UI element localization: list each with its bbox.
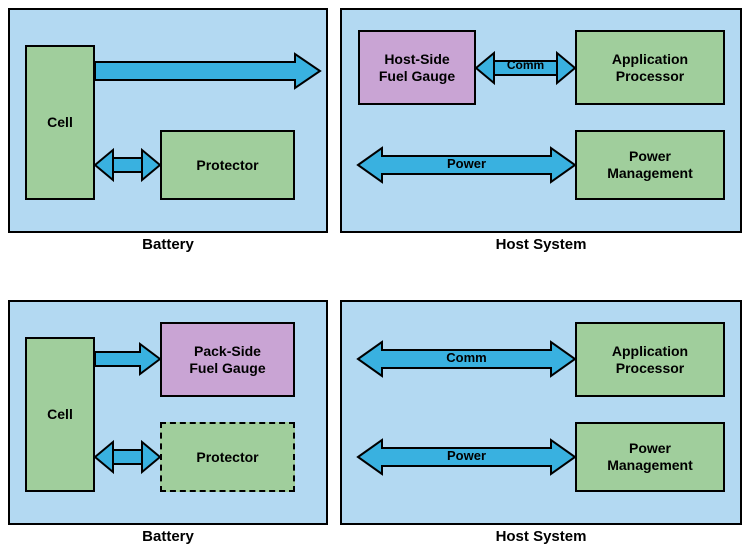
bot-cell-text: Cell <box>47 406 73 423</box>
top-powermgmt-text: Power Management <box>607 148 693 182</box>
bot-fuelgauge-text: Pack-Side Fuel Gauge <box>189 343 265 377</box>
bot-comm-arrow <box>358 342 575 376</box>
bot-protector-text: Protector <box>196 449 258 466</box>
bot-host-label: Host System <box>340 528 742 545</box>
top-cell-protector-arrow <box>95 150 160 180</box>
top-cell-block: Cell <box>25 45 95 200</box>
bot-fuelgauge-block: Pack-Side Fuel Gauge <box>160 322 295 397</box>
top-cell-text: Cell <box>47 114 73 131</box>
top-appproc-block: Application Processor <box>575 30 725 105</box>
top-fuelgauge-text: Host-Side Fuel Gauge <box>379 51 455 85</box>
top-power-arrow <box>358 148 575 182</box>
bot-powermgmt-block: Power Management <box>575 422 725 492</box>
bot-powermgmt-text: Power Management <box>607 440 693 474</box>
bot-appproc-text: Application Processor <box>612 343 688 377</box>
bot-cell-fuel-arrow <box>95 344 160 374</box>
top-battery-label: Battery <box>8 236 328 253</box>
bot-protector-block: Protector <box>160 422 295 492</box>
top-protector-text: Protector <box>196 157 258 174</box>
bot-battery-label: Battery <box>8 528 328 545</box>
bot-cell-block: Cell <box>25 337 95 492</box>
bot-appproc-block: Application Processor <box>575 322 725 397</box>
top-powermgmt-block: Power Management <box>575 130 725 200</box>
top-appproc-text: Application Processor <box>612 51 688 85</box>
top-host-label: Host System <box>340 236 742 253</box>
top-cell-out-arrow <box>95 54 320 88</box>
bot-cell-protector-arrow <box>95 442 160 472</box>
top-protector-block: Protector <box>160 130 295 200</box>
top-comm-arrow <box>476 53 575 83</box>
top-fuelgauge-block: Host-Side Fuel Gauge <box>358 30 476 105</box>
bot-power-arrow <box>358 440 575 474</box>
